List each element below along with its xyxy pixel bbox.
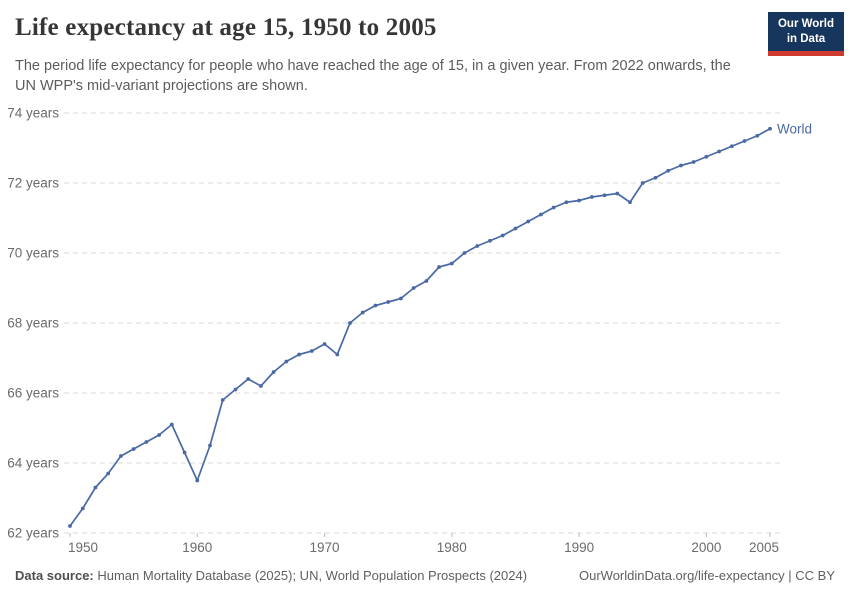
data-point-1988[interactable] (551, 205, 556, 210)
y-tick-label-70: 70 years (7, 246, 59, 261)
data-point-1995[interactable] (640, 181, 645, 185)
data-point-1959[interactable] (182, 450, 187, 455)
y-tick-label-74: 74 years (7, 106, 59, 121)
data-point-1967[interactable] (284, 359, 289, 364)
data-point-1997[interactable] (666, 168, 671, 173)
data-point-1964[interactable] (246, 377, 251, 381)
data-point-1960[interactable] (195, 478, 200, 483)
data-point-1953[interactable] (106, 471, 111, 476)
data-point-1981[interactable] (462, 251, 467, 255)
data-point-1956[interactable] (144, 440, 149, 444)
x-tick-label-2000: 2000 (691, 540, 721, 555)
data-point-2003[interactable] (742, 139, 747, 143)
data-point-1955[interactable] (131, 447, 136, 451)
owid-credit-link[interactable]: OurWorldinData.org/life-expectancy | CC … (578, 568, 835, 583)
y-tick-label-62: 62 years (7, 526, 59, 541)
data-point-1986[interactable] (526, 219, 531, 224)
data-point-1952[interactable] (93, 485, 98, 490)
owid-logo[interactable]: Our World in Data (768, 12, 844, 56)
data-point-1989[interactable] (564, 200, 569, 205)
data-point-1962[interactable] (220, 398, 225, 402)
data-point-1982[interactable] (475, 244, 480, 248)
chart-subtitle: The period life expectancy for people wh… (15, 58, 731, 94)
data-point-1972[interactable] (348, 321, 352, 325)
data-point-2001[interactable] (717, 149, 721, 154)
data-point-1957[interactable] (157, 433, 161, 437)
x-tick-label-2005: 2005 (749, 540, 779, 555)
data-point-1974[interactable] (373, 303, 378, 308)
data-point-1975[interactable] (386, 300, 391, 304)
data-point-1966[interactable] (271, 370, 276, 374)
data-point-2002[interactable] (729, 144, 734, 149)
data-point-1976[interactable] (399, 296, 403, 301)
data-point-1979[interactable] (437, 265, 441, 269)
x-tick-label-1990: 1990 (564, 540, 594, 555)
data-point-1973[interactable] (360, 310, 365, 315)
x-tick-label-1970: 1970 (310, 540, 340, 555)
data-point-2000[interactable] (704, 154, 709, 159)
data-point-1969[interactable] (309, 349, 314, 353)
data-point-1998[interactable] (679, 163, 683, 168)
data-point-1992[interactable] (602, 193, 607, 198)
x-tick-label-1980: 1980 (437, 540, 467, 555)
data-point-1990[interactable] (577, 198, 581, 203)
data-source-label: Data source: (15, 568, 94, 583)
owid-logo-line2: in Data (786, 32, 826, 45)
y-tick-label-72: 72 years (7, 176, 59, 191)
data-point-1958[interactable] (169, 422, 174, 427)
data-point-1987[interactable] (539, 212, 543, 217)
x-tick-label-1950: 1950 (68, 540, 98, 555)
data-point-1980[interactable] (449, 261, 454, 266)
data-point-1971[interactable] (335, 352, 340, 357)
data-point-1950[interactable] (68, 524, 72, 528)
x-tick-label-1960: 1960 (182, 540, 212, 555)
data-source-text: Human Mortality Database (2025); UN, Wor… (93, 568, 528, 583)
data-point-1963[interactable] (233, 387, 238, 392)
data-point-1984[interactable] (500, 233, 505, 238)
data-point-1999[interactable] (691, 160, 696, 164)
data-point-1978[interactable] (424, 279, 429, 283)
y-tick-label-66: 66 years (7, 386, 59, 401)
y-tick-label-68: 68 years (7, 316, 59, 331)
data-point-1996[interactable] (653, 175, 658, 180)
data-point-1954[interactable] (119, 454, 123, 458)
data-point-1994[interactable] (628, 200, 632, 205)
world-line[interactable] (69, 127, 771, 527)
data-point-1991[interactable] (589, 195, 594, 199)
data-point-2005[interactable] (768, 126, 772, 131)
data-point-2004[interactable] (755, 133, 760, 138)
line-chart: 62 years 64 years 66 years 68 years 70 years… (7, 106, 812, 556)
data-point-1970[interactable] (322, 342, 327, 346)
data-point-1951[interactable] (80, 506, 85, 511)
chart-area: 62 years 64 years 66 years 68 years 70 years… (0, 100, 850, 560)
data-point-1965[interactable] (259, 384, 263, 388)
data-point-1993[interactable] (615, 191, 620, 196)
data-point-1983[interactable] (488, 238, 492, 243)
data-point-1968[interactable] (297, 352, 301, 357)
owid-logo-line1: Our World (777, 18, 834, 30)
data-point-1977[interactable] (411, 286, 416, 290)
data-source-note: Data source: Human Mortality Database (2… (15, 568, 527, 583)
chart-footer: Data source: Human Mortality Database (2… (15, 568, 835, 583)
data-point-1961[interactable] (208, 443, 212, 448)
series-end-label-world[interactable]: World (777, 121, 812, 136)
data-point-1985[interactable] (513, 226, 518, 231)
y-tick-label-64: 64 years (7, 456, 59, 471)
page-title: Life expectancy at age 15, 1950 to 2005 (15, 14, 437, 41)
